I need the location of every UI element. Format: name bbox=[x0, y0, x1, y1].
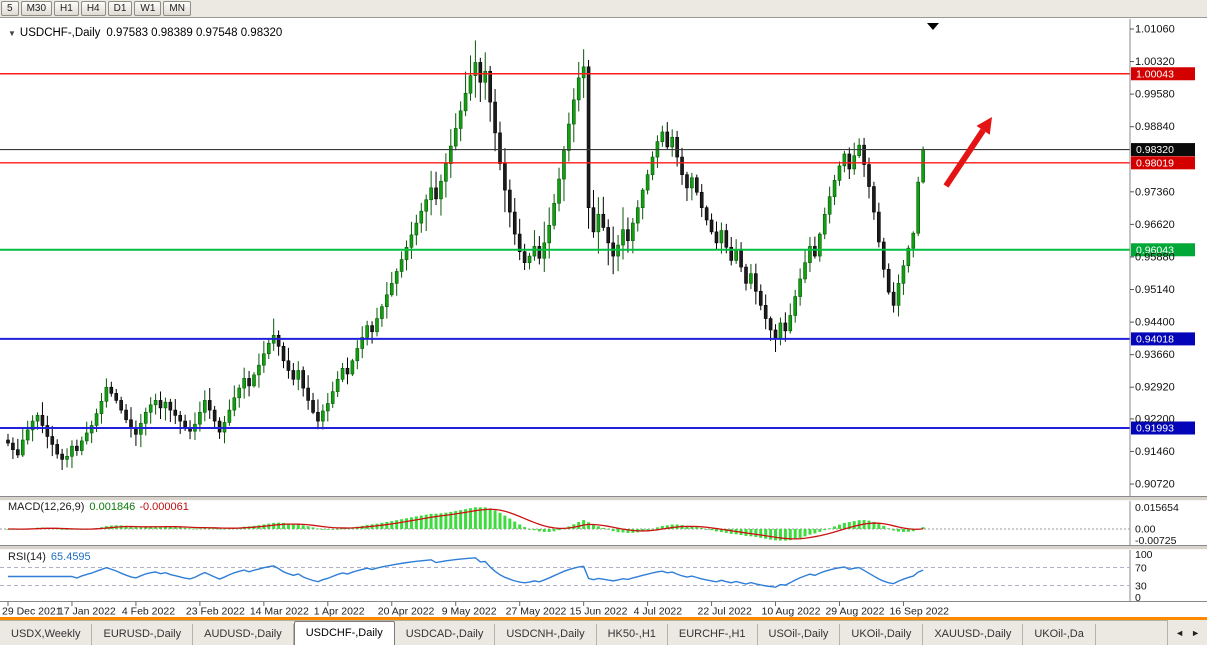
price-tag bbox=[1131, 332, 1195, 346]
svg-text:100: 100 bbox=[1135, 549, 1153, 561]
svg-text:1 Apr 2022: 1 Apr 2022 bbox=[314, 606, 365, 618]
chart-menu-icon: ▼ bbox=[8, 29, 16, 38]
svg-text:0.93660: 0.93660 bbox=[1135, 349, 1175, 361]
price-tag bbox=[1131, 421, 1195, 435]
rsi-line bbox=[8, 557, 924, 588]
timeframe-button[interactable]: H1 bbox=[54, 1, 79, 16]
svg-text:4 Jul 2022: 4 Jul 2022 bbox=[634, 606, 683, 618]
svg-text:0: 0 bbox=[1135, 592, 1141, 604]
svg-text:0.96043: 0.96043 bbox=[1136, 244, 1174, 256]
chart-tab[interactable]: USDCNH-,Daily bbox=[495, 624, 597, 645]
chart-symbol-label: USDCHF-,Daily bbox=[19, 27, 101, 39]
svg-text:1.01060: 1.01060 bbox=[1135, 24, 1175, 36]
svg-text:0.96620: 0.96620 bbox=[1135, 219, 1175, 231]
chart-area[interactable]: 1.00043 0.98320 0.98019 0.96043 0.94018 0.919… bbox=[0, 19, 1207, 617]
chart-tab[interactable]: USDCAD-,Daily bbox=[395, 624, 496, 645]
price-tag bbox=[1131, 243, 1195, 257]
svg-text:0.95140: 0.95140 bbox=[1135, 284, 1175, 296]
rsi-panel: 100 70 300 bbox=[0, 549, 1153, 604]
price-tag bbox=[1131, 156, 1195, 170]
tabs-scroll-left-icon[interactable]: ◄ bbox=[1175, 627, 1185, 638]
timeframe-toolbar: 5 M30 H1 H4 D1 W1 MN bbox=[0, 0, 1207, 18]
svg-text:0.91993: 0.91993 bbox=[1136, 423, 1174, 435]
chart-tab[interactable]: AUDUSD-,Daily bbox=[193, 624, 294, 645]
chart-tab[interactable]: EURUSD-,Daily bbox=[92, 624, 194, 645]
chart-tab[interactable]: EURCHF-,H1 bbox=[668, 624, 758, 645]
chart-tab[interactable]: USDCHF-,Daily bbox=[293, 621, 395, 645]
svg-text:1.00043: 1.00043 bbox=[1136, 68, 1174, 80]
timeframe-button[interactable]: D1 bbox=[107, 1, 133, 16]
chart-shift-marker[interactable] bbox=[927, 23, 939, 30]
svg-text:0.95880: 0.95880 bbox=[1135, 251, 1175, 263]
svg-text:0.90720: 0.90720 bbox=[1135, 479, 1175, 491]
svg-text:0.92920: 0.92920 bbox=[1135, 382, 1175, 394]
price-tag bbox=[1131, 143, 1195, 157]
chart-tab[interactable]: UKOil-,Da bbox=[1023, 624, 1096, 645]
svg-text:0.98320: 0.98320 bbox=[1136, 144, 1174, 156]
macd-panel: 0.015654 0.00-0.00725 bbox=[0, 502, 1179, 547]
chart-tab[interactable]: UKOil-,Daily bbox=[840, 624, 924, 645]
svg-text:0.98019: 0.98019 bbox=[1136, 157, 1174, 169]
chart-tab[interactable]: XAUUSD-,Daily bbox=[923, 624, 1024, 645]
timeframe-button[interactable]: 5 bbox=[1, 1, 19, 16]
timeframe-button[interactable]: M30 bbox=[20, 1, 53, 16]
svg-text:23 Feb 2022: 23 Feb 2022 bbox=[186, 606, 245, 618]
chart-tab[interactable]: USOil-,Daily bbox=[758, 624, 841, 645]
svg-text:0.97360: 0.97360 bbox=[1135, 186, 1175, 198]
svg-text:0.92200: 0.92200 bbox=[1135, 413, 1175, 425]
svg-text:0.94018: 0.94018 bbox=[1136, 333, 1174, 345]
macd-indicator-label: MACD(12,26,9) 0.001846 -0.000061 bbox=[8, 501, 189, 513]
svg-text:14 Mar 2022: 14 Mar 2022 bbox=[250, 606, 309, 618]
svg-text:22 Jul 2022: 22 Jul 2022 bbox=[698, 606, 752, 618]
chart-title: ▼ USDCHF-,Daily 0.97583 0.98389 0.97548 0.… bbox=[8, 27, 282, 39]
svg-text:0.91460: 0.91460 bbox=[1135, 446, 1175, 458]
rsi-value: 65.4595 bbox=[50, 551, 91, 563]
svg-text:17 Jan 2022: 17 Jan 2022 bbox=[58, 606, 116, 618]
svg-text:-0.00725: -0.00725 bbox=[1135, 535, 1177, 547]
svg-text:20 Apr 2022: 20 Apr 2022 bbox=[378, 606, 435, 618]
price-tag bbox=[1131, 67, 1195, 81]
tabs-scroll-right-icon[interactable]: ► bbox=[1191, 627, 1200, 638]
svg-text:1.00320: 1.00320 bbox=[1135, 56, 1175, 68]
svg-text:0.99580: 0.99580 bbox=[1135, 89, 1175, 101]
chart-tab[interactable]: HK50-,H1 bbox=[597, 624, 668, 645]
svg-text:0.98840: 0.98840 bbox=[1135, 121, 1175, 133]
svg-text:10 Aug 2022: 10 Aug 2022 bbox=[762, 606, 821, 618]
macd-signal-line bbox=[7, 508, 924, 540]
svg-text:16 Sep 2022: 16 Sep 2022 bbox=[889, 606, 949, 618]
window-split-divider[interactable] bbox=[0, 617, 1207, 620]
trend-arrow-annotation[interactable] bbox=[943, 117, 992, 188]
svg-text:15 Jun 2022: 15 Jun 2022 bbox=[570, 606, 628, 618]
chart-tab-bar: USDX,Weekly EURUSD-,Daily AUDUSD-,Daily USD… bbox=[0, 620, 1207, 645]
timeframe-button[interactable]: W1 bbox=[134, 1, 162, 16]
svg-text:27 May 2022: 27 May 2022 bbox=[506, 606, 567, 618]
panel-divider bbox=[0, 545, 1207, 550]
rsi-indicator-label: RSI(14) 65.4595 bbox=[8, 551, 91, 563]
price-axis[interactable]: 1.01060 1.00320 0.99580 0.98840 0.97360 0.966… bbox=[1129, 19, 1175, 601]
svg-text:0.94400: 0.94400 bbox=[1135, 317, 1175, 329]
candlestick-layer bbox=[6, 40, 925, 471]
macd-main-value: 0.001846 bbox=[89, 501, 136, 513]
svg-text:9 May 2022: 9 May 2022 bbox=[442, 606, 497, 618]
svg-text:4 Feb 2022: 4 Feb 2022 bbox=[122, 606, 175, 618]
panel-divider bbox=[0, 496, 1207, 501]
svg-text:0.015654: 0.015654 bbox=[1135, 502, 1179, 514]
macd-name: MACD(12,26,9) bbox=[8, 501, 85, 513]
chart-tab[interactable]: USDX,Weekly bbox=[0, 624, 93, 645]
tab-scroll-controls: ◄ ► bbox=[1167, 620, 1207, 645]
chart-ohlc-values: 0.97583 0.98389 0.97548 0.98320 bbox=[106, 27, 283, 39]
svg-text:29 Aug 2022: 29 Aug 2022 bbox=[825, 606, 884, 618]
rsi-name: RSI(14) bbox=[8, 551, 46, 563]
timeframe-button[interactable]: MN bbox=[163, 1, 191, 16]
svg-text:30: 30 bbox=[1135, 581, 1147, 593]
svg-text:70: 70 bbox=[1135, 563, 1147, 575]
timeframe-button[interactable]: H4 bbox=[80, 1, 106, 16]
svg-text:29 Dec 2021: 29 Dec 2021 bbox=[2, 606, 62, 618]
svg-text:0.00: 0.00 bbox=[1135, 523, 1156, 535]
macd-signal-value: -0.000061 bbox=[139, 501, 189, 513]
